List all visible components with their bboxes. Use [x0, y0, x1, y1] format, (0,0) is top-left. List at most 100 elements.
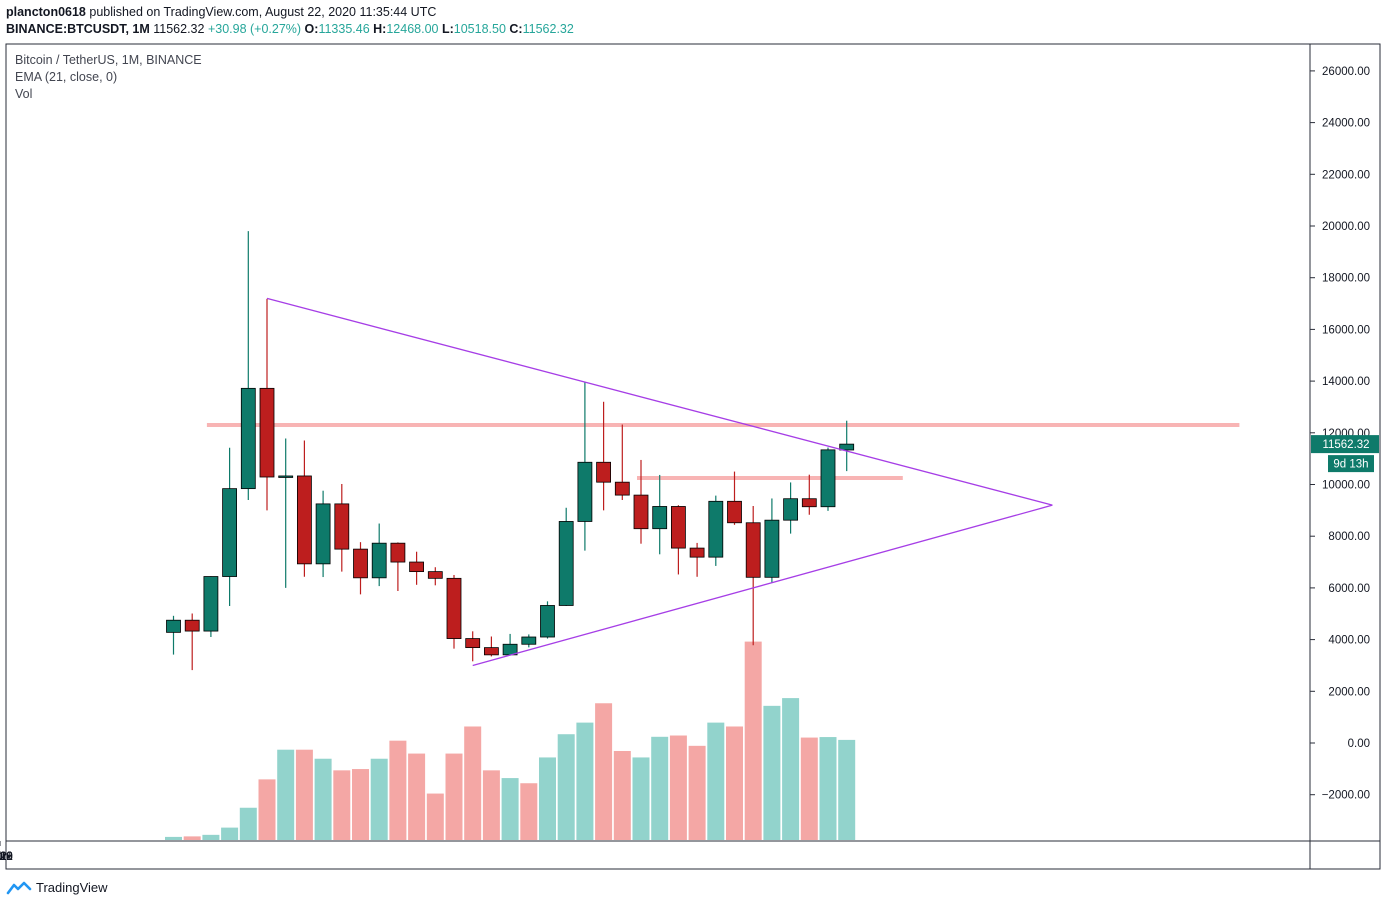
time-tick-label: 2022: [0, 851, 13, 863]
price-tick-label: 24000.00: [1322, 118, 1370, 130]
countdown-badge-bg: [1328, 455, 1374, 473]
volume-bar: [613, 750, 631, 840]
volume-bar: [838, 739, 856, 840]
candle-body: [783, 498, 798, 521]
volume-bar: [333, 770, 351, 840]
brand-name: TradingView: [36, 880, 108, 895]
low-label: L:: [441, 22, 454, 36]
time-tick-label: 1: [0, 851, 3, 863]
candle-body: [558, 521, 574, 606]
price-tick-label: −2000.00: [1322, 790, 1370, 802]
price-tick-label: 0.00: [1348, 738, 1370, 750]
candle-body: [633, 494, 649, 530]
close-label: C:: [509, 22, 523, 36]
price-tick-label: 2000.00: [1328, 686, 1370, 698]
volume-bar: [239, 807, 257, 840]
time-tick-label: 2021: [0, 851, 13, 863]
volume-bar: [501, 778, 519, 840]
volume-bar: [445, 753, 463, 840]
price-axis[interactable]: 26000.00 24000.00 22000.00 20000.00 18000.00…: [1310, 66, 1370, 802]
tradingview-brand[interactable]: TradingView: [6, 880, 108, 895]
candle-body: [278, 475, 294, 478]
volume-bar: [688, 745, 706, 840]
volume-bar: [819, 737, 837, 840]
candle-body: [222, 488, 238, 577]
volume-bar: [520, 783, 538, 840]
price-tick-label: 20000.00: [1322, 221, 1370, 233]
price-tick-label: 22000.00: [1322, 169, 1370, 181]
volume-bar: [277, 749, 295, 840]
triangle-upper-line: [266, 297, 1053, 506]
candle-body: [296, 475, 312, 565]
volume-bar: [464, 726, 482, 840]
last-price: 11562.32: [153, 22, 205, 36]
price-tick-label: 18000.00: [1322, 273, 1370, 285]
candle-body: [259, 387, 275, 478]
price-tick-label: 8000.00: [1328, 531, 1370, 543]
volume-bar: [183, 836, 201, 840]
volume-bar: [165, 836, 182, 840]
time-axis[interactable]: 12018Jun2019Jun2020Jun2021Jun2022Jun: [0, 841, 13, 863]
volume-bar: [744, 641, 762, 840]
legend-vol[interactable]: Vol: [15, 87, 33, 101]
publisher-user[interactable]: plancton0618: [6, 5, 86, 19]
volume-series: [165, 641, 856, 840]
countdown-badge-text: 9d 13h: [1333, 459, 1368, 471]
volume-bar: [576, 722, 594, 840]
price-tick-label: 6000.00: [1328, 583, 1370, 595]
candle-body: [596, 461, 611, 483]
candle-body: [689, 547, 705, 558]
candle-body: [801, 498, 817, 508]
triangle-trendlines: [266, 297, 1053, 667]
volume-bar: [295, 749, 313, 840]
publish-info: published on TradingView.com, August 22,…: [89, 5, 437, 19]
volume-bar: [408, 753, 426, 840]
low-value: 10518.50: [453, 22, 506, 36]
legend-ema[interactable]: EMA (21, close, 0): [15, 70, 118, 84]
symbol-label: BINANCE:BTCUSDT, 1M: [6, 22, 150, 36]
candle-body: [353, 548, 368, 579]
candle-body: [334, 503, 350, 550]
candle-body: [727, 500, 742, 524]
volume-bar: [651, 736, 669, 840]
volume-bar: [314, 758, 332, 840]
candle-body: [764, 519, 780, 578]
close-value: 11562.32: [522, 22, 574, 36]
chart-legend: Bitcoin / TetherUS, 1M, BINANCE EMA (21,…: [15, 52, 202, 103]
volume-bar: [426, 793, 444, 840]
time-tick-label: 2018: [0, 851, 13, 863]
candle-body: [203, 576, 219, 632]
candle-body: [315, 503, 331, 565]
candle-body: [745, 522, 761, 578]
last-price-badge: 11562.32 9d 13h: [1311, 435, 1379, 473]
volume-bar: [782, 698, 800, 840]
volume-bar: [632, 757, 650, 840]
candle-body: [390, 542, 406, 563]
candle-body: [427, 571, 443, 579]
volume-bar: [595, 703, 613, 840]
candle-body: [465, 638, 481, 649]
tradingview-logo-icon: [6, 881, 32, 894]
time-tick-label: 2019: [0, 851, 13, 863]
ohlc-row: BINANCE:BTCUSDT, 1M 11562.32 +30.98 (+0.…: [6, 21, 574, 38]
time-tick-label: Jun: [0, 851, 9, 863]
high-value: 12468.00: [386, 22, 439, 36]
volume-bar: [707, 722, 725, 840]
candle-body: [409, 561, 425, 573]
volume-bar: [202, 834, 220, 840]
candle-body: [184, 619, 200, 632]
price-tick-label: 10000.00: [1322, 480, 1370, 492]
publisher-line: plancton0618 published on TradingView.co…: [6, 4, 436, 21]
volume-bar: [669, 735, 687, 840]
candle-body: [166, 619, 181, 633]
volume-bar: [370, 758, 388, 840]
triangle-lower-line: [472, 504, 1053, 667]
horizontal-zones: [206, 423, 1240, 481]
price-change: +30.98 (+0.27%): [207, 22, 302, 36]
last-price-badge-bg: [1311, 435, 1379, 454]
candle-body: [540, 605, 555, 638]
price-tick-label: 14000.00: [1322, 376, 1370, 388]
legend-symbol[interactable]: Bitcoin / TetherUS, 1M, BINANCE: [15, 53, 202, 67]
time-tick-label: Jun: [0, 851, 9, 863]
